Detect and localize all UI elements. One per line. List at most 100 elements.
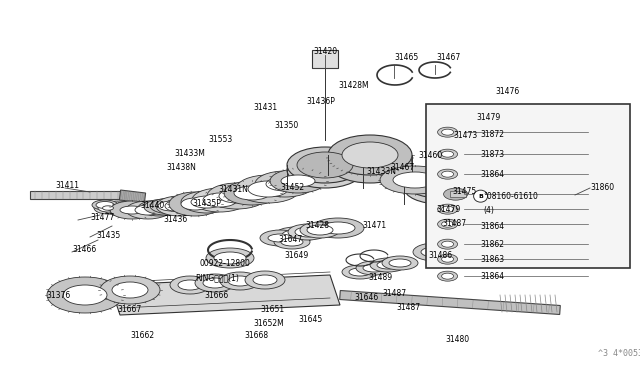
Ellipse shape: [452, 192, 504, 212]
Ellipse shape: [195, 274, 235, 292]
Ellipse shape: [206, 248, 254, 268]
Text: 31646: 31646: [354, 294, 378, 302]
Text: 31438N: 31438N: [166, 164, 196, 173]
Ellipse shape: [234, 186, 270, 200]
Ellipse shape: [404, 166, 476, 198]
Text: 31662: 31662: [130, 330, 154, 340]
Text: 31466: 31466: [72, 246, 96, 254]
Ellipse shape: [92, 200, 118, 210]
Text: 31668: 31668: [244, 330, 268, 340]
Ellipse shape: [300, 222, 340, 238]
Text: 31479: 31479: [436, 205, 460, 215]
Ellipse shape: [342, 142, 398, 168]
Ellipse shape: [450, 194, 486, 208]
Ellipse shape: [442, 273, 454, 279]
Ellipse shape: [295, 227, 321, 237]
Ellipse shape: [170, 276, 210, 294]
Ellipse shape: [470, 196, 506, 210]
Ellipse shape: [382, 256, 418, 270]
Ellipse shape: [138, 200, 182, 216]
Ellipse shape: [438, 169, 458, 179]
Ellipse shape: [120, 206, 144, 214]
Text: 31428M: 31428M: [338, 80, 369, 90]
Ellipse shape: [377, 261, 399, 269]
Ellipse shape: [102, 206, 113, 210]
Ellipse shape: [224, 181, 280, 205]
Ellipse shape: [281, 175, 315, 187]
Ellipse shape: [126, 201, 170, 219]
Ellipse shape: [96, 202, 114, 208]
Text: 31862: 31862: [481, 240, 504, 248]
Ellipse shape: [484, 201, 516, 213]
Ellipse shape: [438, 127, 458, 137]
Ellipse shape: [328, 135, 412, 175]
Ellipse shape: [100, 276, 160, 304]
Ellipse shape: [438, 149, 458, 159]
Text: (4): (4): [484, 206, 495, 215]
Ellipse shape: [248, 181, 288, 197]
Ellipse shape: [203, 193, 237, 207]
Ellipse shape: [274, 235, 310, 249]
Ellipse shape: [462, 193, 514, 213]
Text: 31864: 31864: [481, 222, 505, 231]
Ellipse shape: [270, 169, 326, 193]
Ellipse shape: [442, 191, 494, 211]
Ellipse shape: [181, 191, 233, 213]
Ellipse shape: [266, 177, 304, 191]
Polygon shape: [30, 191, 130, 199]
Text: 31863: 31863: [481, 255, 505, 264]
Ellipse shape: [442, 206, 454, 212]
Text: 31428: 31428: [305, 221, 329, 230]
Text: 31864: 31864: [481, 272, 505, 280]
Text: 31435: 31435: [96, 231, 120, 240]
Ellipse shape: [220, 272, 260, 290]
Ellipse shape: [442, 129, 454, 135]
Ellipse shape: [442, 256, 454, 262]
Ellipse shape: [94, 202, 122, 214]
Ellipse shape: [438, 219, 458, 229]
Polygon shape: [110, 275, 340, 315]
Text: 31350: 31350: [274, 121, 298, 129]
Ellipse shape: [158, 201, 186, 211]
Text: 31467: 31467: [390, 164, 414, 173]
Text: 31436P: 31436P: [306, 97, 335, 106]
Text: 31487: 31487: [382, 289, 406, 298]
Ellipse shape: [253, 275, 277, 285]
Text: 31487: 31487: [442, 218, 466, 228]
Ellipse shape: [442, 241, 454, 247]
Ellipse shape: [245, 271, 285, 289]
Ellipse shape: [438, 254, 458, 264]
Ellipse shape: [63, 285, 107, 305]
Ellipse shape: [442, 171, 454, 177]
Polygon shape: [120, 190, 145, 203]
Ellipse shape: [500, 191, 520, 199]
Ellipse shape: [178, 280, 202, 290]
Ellipse shape: [474, 190, 488, 202]
Ellipse shape: [112, 282, 148, 298]
Text: 31436: 31436: [163, 215, 188, 224]
Text: 31667: 31667: [117, 305, 141, 314]
Ellipse shape: [442, 221, 454, 227]
Ellipse shape: [282, 230, 308, 240]
Ellipse shape: [165, 200, 195, 212]
Text: 31873: 31873: [481, 150, 505, 159]
Ellipse shape: [421, 247, 449, 257]
Text: 31480: 31480: [445, 336, 469, 344]
Ellipse shape: [349, 268, 371, 276]
Text: 31864: 31864: [481, 170, 505, 179]
Text: °08160-61610: °08160-61610: [484, 192, 538, 201]
Ellipse shape: [439, 193, 475, 207]
Ellipse shape: [413, 243, 457, 261]
Text: 31486: 31486: [428, 250, 452, 260]
Ellipse shape: [156, 196, 204, 216]
Ellipse shape: [219, 189, 255, 203]
Text: 31431: 31431: [253, 103, 277, 112]
Text: 31433M: 31433M: [174, 148, 205, 157]
Ellipse shape: [236, 175, 300, 203]
Ellipse shape: [342, 265, 378, 279]
Text: 31651: 31651: [260, 305, 284, 314]
Text: 31473: 31473: [453, 131, 477, 140]
Ellipse shape: [214, 252, 246, 264]
Ellipse shape: [47, 277, 123, 313]
Text: 31860: 31860: [590, 183, 614, 192]
